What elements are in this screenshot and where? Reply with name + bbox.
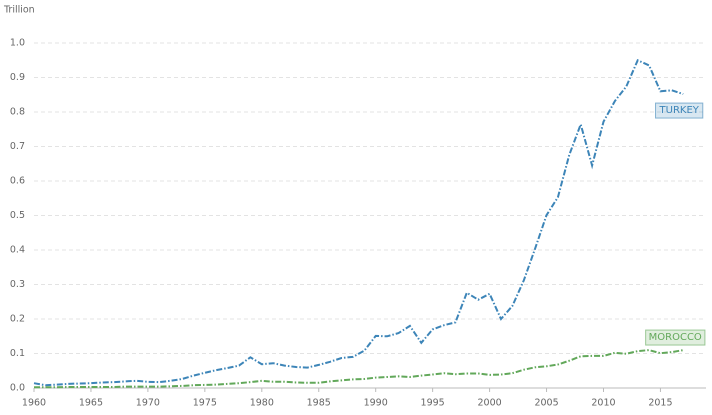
y-tick-label: 1.0 [10, 38, 25, 49]
series-label-box [655, 102, 704, 119]
y-tick-label: 0.5 [10, 210, 25, 221]
y-tick-label: 0.4 [10, 245, 25, 256]
x-tick-label: 1980 [250, 398, 274, 409]
y-tick-label: 0.2 [10, 314, 25, 325]
y-tick-label: 0.1 [10, 348, 25, 359]
y-axis-label: Trillion [3, 5, 35, 16]
y-tick-label: 0.6 [10, 176, 25, 187]
x-tick-label: 1965 [79, 398, 103, 409]
y-tick-label: 0.8 [10, 107, 25, 118]
x-tick-label: 1990 [364, 398, 388, 409]
y-tick-label: 0.9 [10, 72, 25, 83]
series-label-box [645, 329, 706, 346]
series-label: MOROCCO [649, 332, 702, 343]
x-tick-label: 1995 [421, 398, 445, 409]
x-tick-label: 2000 [477, 398, 501, 409]
x-tick-label: 1970 [136, 398, 160, 409]
series-line [33, 58, 684, 387]
series-line [34, 349, 684, 389]
series-label: TURKEY [659, 105, 700, 116]
y-tick-label: 0.0 [10, 383, 25, 394]
x-tick-label: 1960 [22, 398, 46, 409]
x-tick-label: 2015 [648, 398, 672, 409]
x-tick-label: 1985 [307, 398, 331, 409]
y-tick-label: 0.7 [10, 141, 25, 152]
x-tick-label: 1975 [193, 398, 217, 409]
x-tick-label: 2010 [591, 398, 615, 409]
y-tick-label: 0.3 [10, 279, 25, 290]
x-tick-label: 2005 [534, 398, 558, 409]
